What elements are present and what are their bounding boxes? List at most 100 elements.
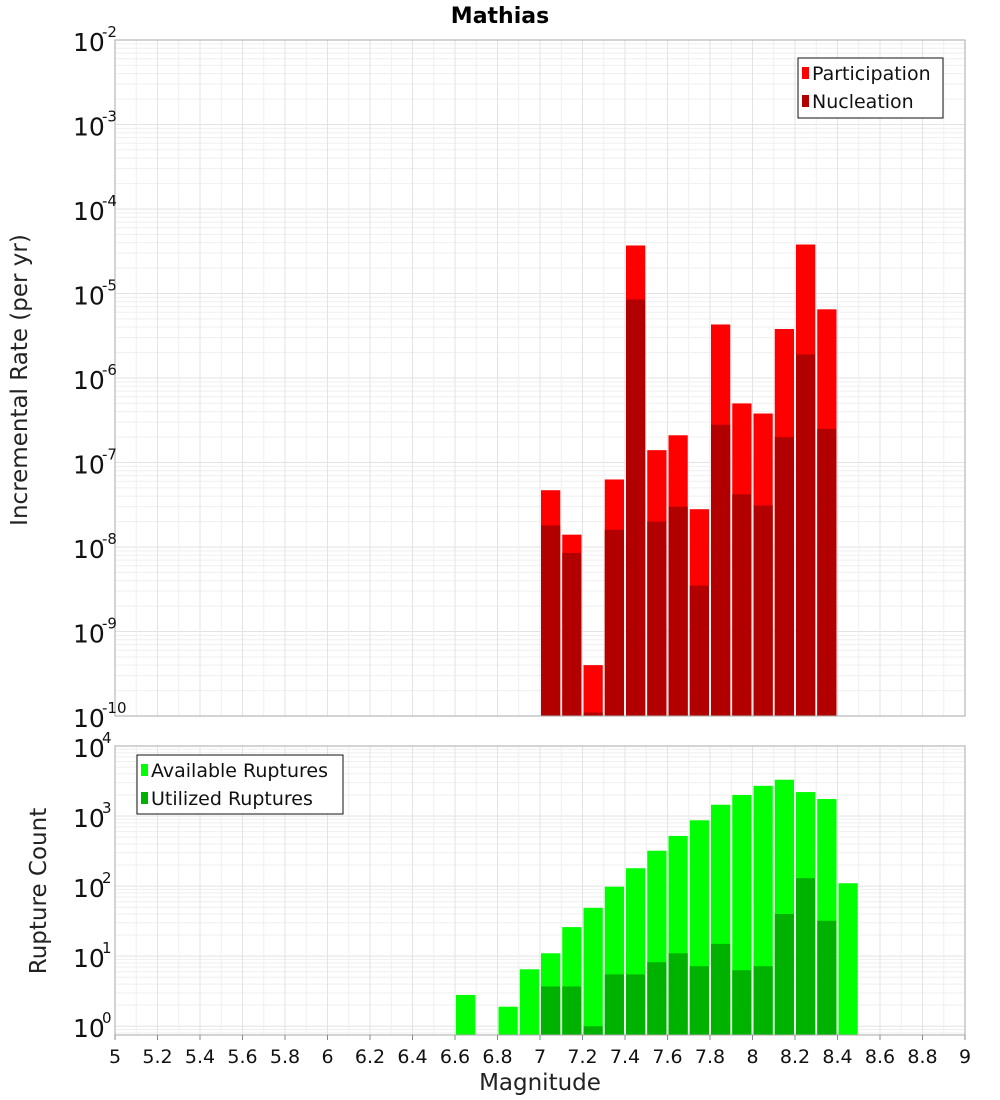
x-tick-label: 7 [534,1046,546,1068]
bar-utilized-ruptures [796,878,816,1035]
y-tick-exponent: 2 [102,869,112,887]
x-tick-label: 6.8 [482,1046,512,1068]
bar-utilized-ruptures [562,986,582,1035]
bottom-y-axis-label: Rupture Count [26,808,52,974]
x-tick-label: 6.4 [397,1046,427,1068]
legend-box [797,57,944,119]
top-bars [541,244,837,717]
bar-nucleation [541,525,561,716]
x-tick-label: 6 [321,1046,333,1068]
legend-swatch [802,95,809,107]
y-tick-label: 10 [73,944,105,973]
top-legend: Participation Nucleation [797,57,944,119]
bar-nucleation [711,424,731,716]
x-tick-label: 8.2 [780,1046,810,1068]
y-tick-label: 10 [73,197,105,226]
legend-swatch [141,764,148,776]
bar-utilized-ruptures [732,970,752,1035]
bar-utilized-ruptures [583,1026,603,1035]
bar-nucleation [689,585,709,716]
bottom-legend: Available Ruptures Utilized Ruptures [136,754,344,815]
bar-available-ruptures [583,907,603,1035]
bar-nucleation [817,428,837,716]
bar-available-ruptures [456,994,476,1035]
legend-label: Available Ruptures [151,760,328,782]
legend-box [136,754,344,815]
bar-nucleation [647,521,667,716]
legend-label: Nucleation [812,91,914,113]
bar-participation [583,665,603,716]
x-tick-label: 5 [109,1046,121,1068]
y-tick-label: 10 [73,734,105,763]
legend-swatch [141,792,148,804]
bar-utilized-ruptures [668,953,688,1035]
x-tick-label: 8.4 [822,1046,852,1068]
bar-available-ruptures [498,1006,518,1035]
bar-utilized-ruptures [774,914,794,1035]
bar-utilized-ruptures [817,920,837,1035]
y-tick-label: 10 [73,28,105,57]
x-tick-label: 5.4 [185,1046,215,1068]
y-tick-exponent: 1 [102,939,112,957]
y-tick-exponent: 3 [102,799,112,817]
bar-nucleation [626,299,646,716]
y-tick-label: 10 [73,113,105,142]
bar-utilized-ruptures [711,943,731,1035]
x-tick-label: 6.2 [355,1046,385,1068]
y-tick-exponent: -7 [102,446,117,464]
x-tick-label: 8.6 [865,1046,895,1068]
y-tick-exponent: 4 [102,729,112,747]
chart-title: Mathias [451,4,549,29]
y-tick-label: 10 [73,1014,105,1043]
top-grid [115,40,965,716]
x-tick-label: 6.6 [440,1046,470,1068]
y-tick-label: 10 [73,366,105,395]
y-tick-exponent: -8 [102,530,117,548]
bar-utilized-ruptures [689,966,709,1035]
x-tick-label: 5.6 [227,1046,257,1068]
y-tick-exponent: -10 [102,699,127,717]
x-tick-label: 5.8 [270,1046,300,1068]
x-ticks: 5 5.2 5.4 5.6 5.8 6 6.2 6.4 6.6 6.8 7 7.2 7.4 7.6 7.8 8… [109,1035,971,1068]
y-tick-label: 10 [73,704,105,733]
y-tick-label: 10 [73,535,105,564]
bar-utilized-ruptures [541,986,561,1035]
x-tick-label: 7.2 [567,1046,597,1068]
legend-swatch [802,67,809,79]
y-tick-exponent: -2 [102,23,117,41]
bar-nucleation [583,712,603,716]
x-tick-label: 7.6 [652,1046,682,1068]
bar-nucleation [796,354,816,716]
bar-nucleation [732,494,752,716]
bottom-bars [456,779,858,1035]
legend-label: Utilized Ruptures [151,788,313,810]
bar-utilized-ruptures [753,966,773,1035]
y-tick-exponent: -3 [102,108,117,126]
bar-nucleation [562,552,582,716]
bar-available-ruptures [519,969,539,1035]
x-tick-label: 5.2 [142,1046,172,1068]
bar-nucleation [604,529,624,716]
bar-utilized-ruptures [604,974,624,1035]
bar-nucleation [753,505,773,716]
x-tick-label: 8 [746,1046,758,1068]
y-tick-exponent: -6 [102,361,117,379]
x-axis-label: Magnitude [479,1070,601,1096]
x-tick-label: 8.8 [907,1046,937,1068]
y-tick-exponent: 0 [102,1009,112,1027]
y-tick-exponent: -5 [102,277,117,295]
x-tick-label: 7.8 [695,1046,725,1068]
y-tick-label: 10 [73,282,105,311]
x-tick-label: 7.4 [610,1046,640,1068]
legend-label: Participation [812,63,931,85]
top-y-axis-label: Incremental Rate (per yr) [7,234,33,526]
y-tick-exponent: -9 [102,615,117,633]
bar-utilized-ruptures [626,974,646,1035]
bar-available-ruptures [838,883,858,1035]
y-tick-label: 10 [73,804,105,833]
y-tick-label: 10 [73,874,105,903]
y-tick-label: 10 [73,451,105,480]
